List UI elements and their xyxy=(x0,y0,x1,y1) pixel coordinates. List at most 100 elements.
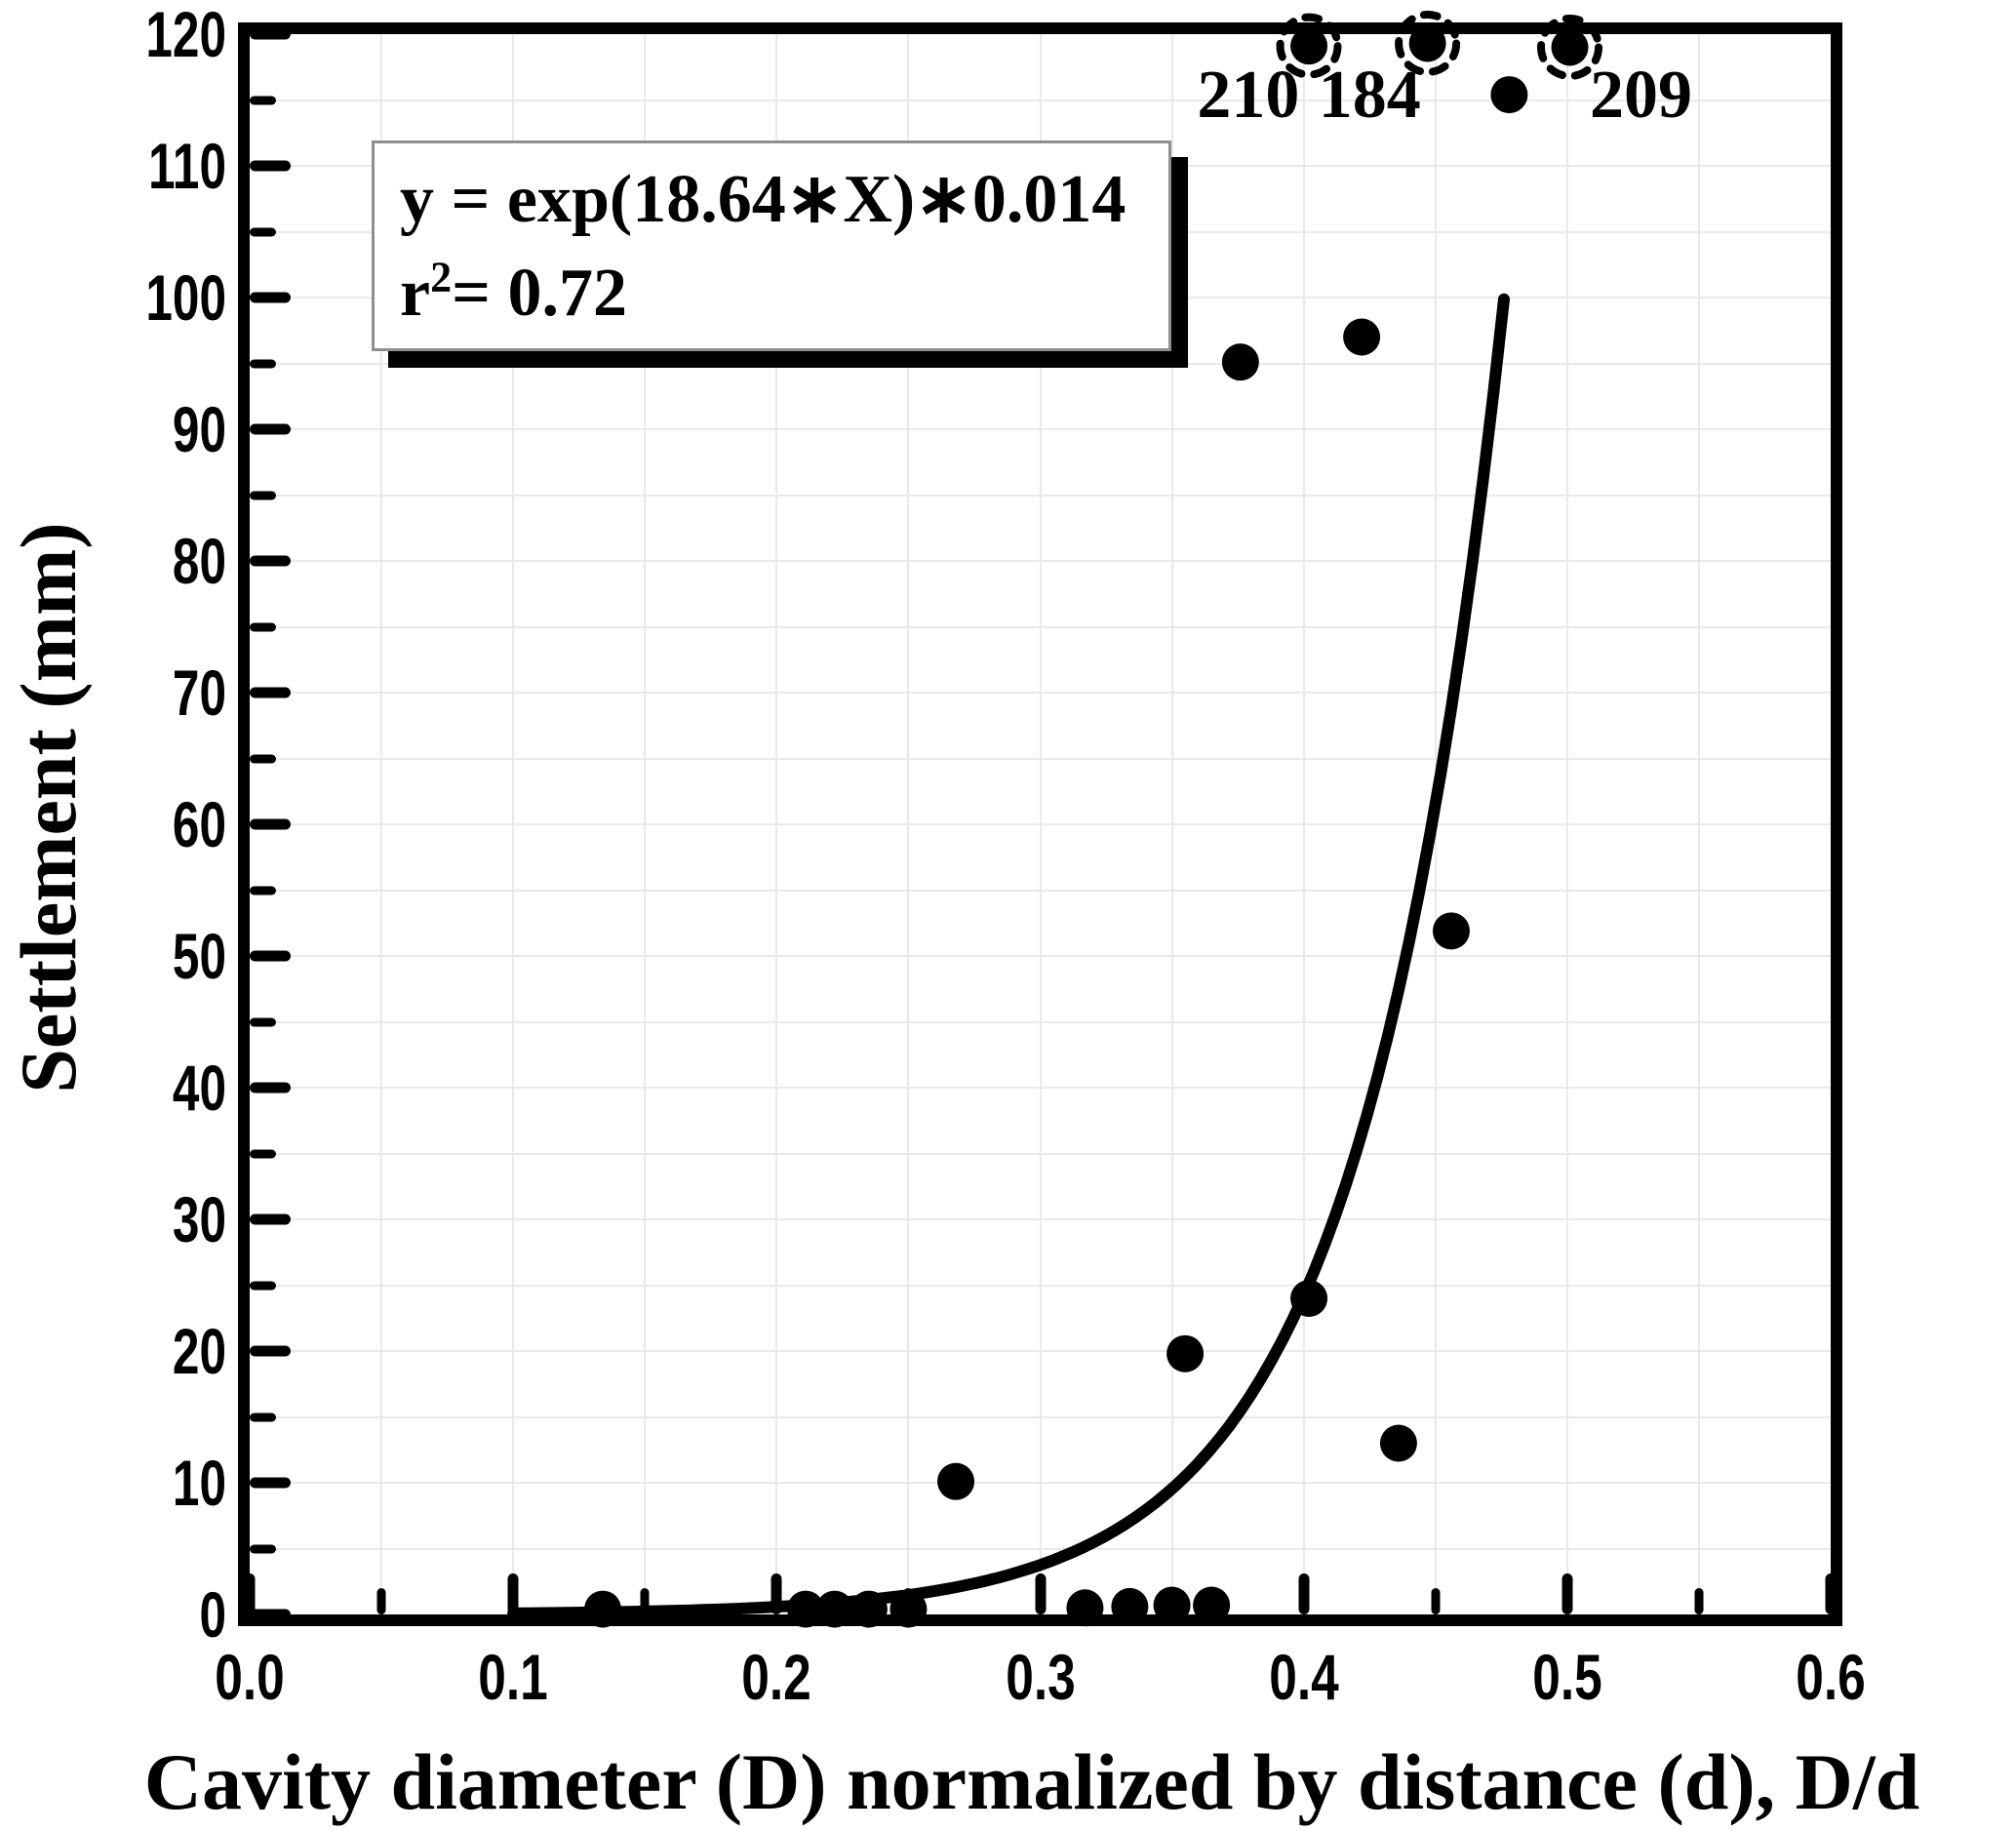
y-minor-tick xyxy=(250,622,276,631)
vertical-gridline xyxy=(380,34,383,1614)
data-point xyxy=(1221,343,1259,381)
vertical-gridline xyxy=(644,34,647,1614)
data-point xyxy=(1290,27,1328,65)
y-minor-tick xyxy=(250,754,276,763)
y-tick-label: 50 xyxy=(172,920,226,992)
x-major-tick xyxy=(1035,1573,1046,1614)
y-major-tick xyxy=(250,1477,291,1489)
y-major-tick xyxy=(250,423,291,435)
x-tick-label: 0.2 xyxy=(741,1641,812,1713)
y-tick-label: 70 xyxy=(172,657,226,729)
data-point xyxy=(1111,1587,1149,1625)
data-point xyxy=(1490,76,1528,114)
chart-layer xyxy=(507,10,1603,1628)
y-tick-label: 110 xyxy=(148,130,226,202)
y-major-tick xyxy=(250,160,291,172)
data-point xyxy=(937,1462,975,1500)
outlier-ring xyxy=(1537,15,1603,80)
y-minor-tick xyxy=(250,1149,276,1158)
y-minor-tick xyxy=(250,1281,276,1290)
y-tick-label: 40 xyxy=(172,1052,226,1124)
y-tick-label: 20 xyxy=(172,1315,226,1387)
y-tick-label: 80 xyxy=(172,525,226,597)
plot-area: 210 184 209 xyxy=(244,10,1837,1628)
outlier-value-label: 209 xyxy=(1589,58,1692,134)
data-point xyxy=(1432,912,1470,950)
equation-text: y = exp(18.64∗X)∗0.014 xyxy=(400,162,1127,237)
data-point xyxy=(1343,318,1381,356)
y-minor-tick xyxy=(250,1017,276,1026)
fit-curve xyxy=(507,293,1510,1619)
x-major-tick xyxy=(1825,1573,1837,1614)
x-tick-label: 0.4 xyxy=(1268,1641,1339,1713)
r-squared-base: r xyxy=(400,256,431,331)
x-minor-tick xyxy=(640,1588,650,1614)
vertical-gridline xyxy=(775,34,778,1614)
y-major-tick xyxy=(250,1609,291,1620)
y-minor-tick xyxy=(250,96,276,104)
y-minor-tick xyxy=(250,227,276,236)
y-major-tick xyxy=(250,292,291,303)
x-axis-title: Cavity diameter (D) normalized by distan… xyxy=(143,1737,1920,1826)
outlier-ring xyxy=(1276,13,1342,79)
outlier-value-label: 210 xyxy=(1197,58,1300,134)
data-point xyxy=(1408,24,1446,62)
x-tick-label: 0.5 xyxy=(1532,1641,1602,1713)
y-tick-label: 100 xyxy=(145,261,226,334)
y-tick-label: 60 xyxy=(172,788,226,860)
x-major-tick xyxy=(244,1573,256,1614)
vertical-gridline xyxy=(1697,34,1700,1614)
data-point xyxy=(850,1590,888,1628)
x-major-tick xyxy=(507,1573,519,1614)
data-point xyxy=(1551,28,1589,66)
vertical-gridline xyxy=(1302,34,1305,1614)
x-major-tick xyxy=(1298,1573,1310,1614)
vertical-gridline xyxy=(1039,34,1042,1614)
y-major-tick xyxy=(250,818,291,830)
y-major-tick xyxy=(250,1082,291,1094)
x-major-tick xyxy=(1561,1573,1573,1614)
x-minor-tick xyxy=(1167,1588,1177,1614)
y-major-tick xyxy=(250,555,291,567)
x-minor-tick xyxy=(1431,1588,1441,1614)
y-tick-label: 90 xyxy=(172,393,226,465)
vertical-gridline xyxy=(1170,34,1173,1614)
equation-box: y = exp(18.64∗X)∗0.014 r2= 0.72 xyxy=(372,140,1171,351)
x-tick-label: 0.6 xyxy=(1796,1641,1866,1713)
data-point xyxy=(787,1590,825,1628)
y-tick-label: 10 xyxy=(172,1447,226,1519)
vertical-gridline xyxy=(512,34,515,1614)
y-tick-label: 30 xyxy=(172,1183,226,1255)
x-minor-tick xyxy=(376,1588,386,1614)
r-squared-value: = 0.72 xyxy=(452,256,627,331)
data-point xyxy=(584,1590,622,1628)
x-major-tick xyxy=(771,1573,782,1614)
data-point xyxy=(815,1590,853,1628)
data-point xyxy=(1290,1280,1328,1317)
vertical-gridline xyxy=(907,34,910,1614)
y-minor-tick xyxy=(250,491,276,499)
y-major-tick xyxy=(250,687,291,698)
y-major-tick xyxy=(250,28,291,40)
x-tick-label: 0.3 xyxy=(1005,1641,1076,1713)
x-minor-tick xyxy=(1694,1588,1704,1614)
outlier-ring xyxy=(1395,10,1461,76)
y-minor-tick xyxy=(250,1413,276,1421)
x-minor-tick xyxy=(903,1588,913,1614)
data-point xyxy=(1193,1586,1231,1624)
r-squared-exponent: 2 xyxy=(430,253,453,301)
y-tick-label: 120 xyxy=(145,0,226,70)
data-point xyxy=(1066,1589,1104,1627)
outlier-value-label: 184 xyxy=(1318,58,1421,134)
data-point xyxy=(1379,1424,1417,1462)
y-minor-tick xyxy=(250,359,276,368)
x-tick-label: 0.0 xyxy=(215,1641,285,1713)
plot-frame xyxy=(238,22,1842,1626)
y-minor-tick xyxy=(250,886,276,895)
vertical-gridline xyxy=(1565,34,1568,1614)
r-squared-text: r2= 0.72 xyxy=(400,247,1168,340)
data-point xyxy=(1166,1334,1205,1373)
y-major-tick xyxy=(250,950,291,962)
y-major-tick xyxy=(250,1345,291,1357)
